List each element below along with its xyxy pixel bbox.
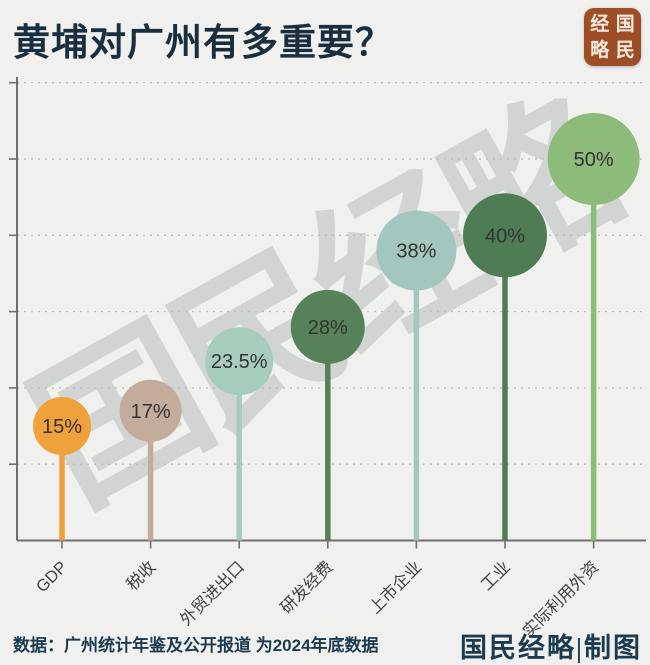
data-point-5 [463,193,547,278]
category-label-4: 上市企业 [365,557,425,617]
seal-char-guo: 国 [615,13,635,35]
value-label-1: 17% [131,401,171,423]
seal-char-lve: 略 [590,39,610,61]
data-source-note: 数据：广州统计年鉴及公开报道 为2024年底数据 [13,636,379,655]
value-label-5: 40% [485,225,525,247]
seal-char-jing: 经 [590,13,610,35]
data-point-2 [205,327,274,396]
data-point-6 [547,113,640,205]
value-label-3: 28% [308,317,348,339]
category-label-3: 研发经费 [277,557,337,617]
data-point-4 [376,210,457,291]
value-label-4: 38% [396,241,436,263]
chart-credit: 国民经略|制图 [460,633,642,663]
page-title: 黄埔对广州有多重要？ [13,22,393,63]
category-label-0: GDP [33,558,71,596]
brand-seal: 经 国 略 民 [584,8,641,66]
value-label-0: 15% [42,416,82,438]
category-label-2: 外贸进出口 [176,557,248,629]
seal-char-min: 民 [615,39,635,61]
value-label-2: 23.5% [211,351,268,373]
category-label-1: 税收 [123,557,160,594]
category-label-5: 工业 [477,557,514,594]
data-point-0 [33,397,91,456]
data-point-1 [119,379,182,442]
value-label-6: 50% [574,149,614,171]
data-point-3 [290,289,365,364]
